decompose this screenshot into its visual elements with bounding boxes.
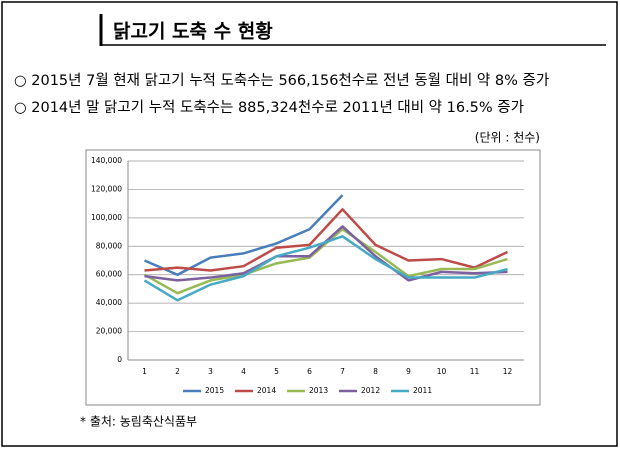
x-tick-label: 12: [503, 367, 513, 376]
legend-label: 2012: [361, 386, 380, 395]
legend-label: 2011: [413, 386, 432, 395]
y-tick-label: 60,000: [96, 270, 122, 279]
x-tick-label: 2: [175, 367, 180, 376]
y-tick-label: 80,000: [96, 241, 122, 250]
unit-note: (단위 : 천수): [475, 130, 540, 145]
y-tick-label: 140,000: [91, 156, 122, 165]
chart: 0 20,000 40,000 60,000 80,000 100,000 120,000 1…: [91, 156, 524, 395]
y-tick-label: 20,000: [96, 327, 122, 336]
legend-label: 2015: [205, 386, 224, 395]
y-tick-label: 40,000: [96, 298, 122, 307]
x-tick-label: 4: [241, 367, 246, 376]
series-line: [143, 227, 508, 295]
legend-label: 2014: [257, 386, 276, 395]
x-tick-label: 11: [470, 367, 480, 376]
x-tick-label: 5: [274, 367, 279, 376]
bullet: ○ 2014년 말 닭고기 누적 도축수는 885,324천수로 2011년 대…: [14, 99, 524, 116]
series-line: [144, 208, 509, 272]
x-tick-label: 6: [307, 367, 312, 376]
y-tick-label: 100,000: [91, 213, 122, 222]
x-tick-label: 7: [340, 367, 345, 376]
source: * 출처: 농림축산식품부: [80, 415, 197, 429]
legend-label: 2013: [309, 386, 328, 395]
bullet: ○ 2015년 7월 현재 닭고기 누적 도축수는 566,156천수로 전년 …: [14, 72, 549, 89]
series-line: [144, 194, 344, 276]
series-line: [143, 235, 508, 302]
title: 닭고기 도축 수 현황: [113, 20, 273, 43]
x-tick-label: 3: [208, 367, 213, 376]
x-tick-label: 1: [142, 367, 147, 376]
x-tick-label: 8: [373, 367, 378, 376]
x-tick-label: 9: [406, 367, 411, 376]
y-tick-label: 0: [117, 355, 122, 364]
y-tick-label: 120,000: [91, 184, 122, 193]
x-tick-label: 10: [437, 367, 447, 376]
